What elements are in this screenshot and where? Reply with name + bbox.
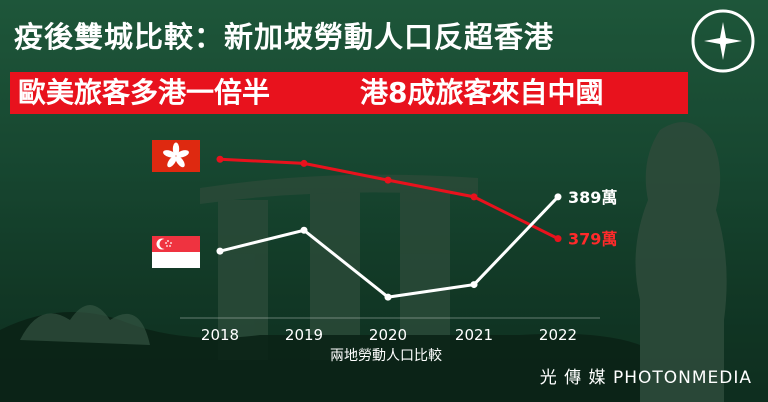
x-tick-label-2021: 2021 — [455, 326, 493, 344]
singapore-flag-icon — [152, 236, 200, 268]
end-label-sg: 389萬 — [568, 188, 617, 207]
data-point-sg-2020 — [384, 293, 392, 301]
hong-kong-flag-icon — [152, 140, 200, 172]
x-tick-label-2020: 2020 — [369, 326, 407, 344]
marina-bay-sands-silhouette — [200, 174, 478, 360]
brand-name: 光 傳 媒 PHOTONMEDIA — [539, 368, 752, 388]
data-point-hk-2021 — [470, 193, 478, 201]
data-point-sg-2019 — [300, 226, 308, 234]
merlion-silhouette — [635, 122, 727, 402]
subheadline-left: 歐美旅客多港一倍半 — [10, 72, 360, 114]
photonmedia-logo-icon — [691, 9, 755, 73]
data-point-sg-2022 — [554, 193, 562, 201]
x-tick-label-2019: 2019 — [285, 326, 323, 344]
data-point-sg-2018 — [216, 247, 224, 255]
data-point-sg-2021 — [470, 281, 478, 289]
data-point-hk-2018 — [216, 155, 224, 163]
x-tick-label-2022: 2022 — [539, 326, 577, 344]
data-point-hk-2022 — [554, 235, 562, 243]
headline: 疫後雙城比較：新加坡勞動人口反超香港 — [14, 20, 555, 54]
data-point-hk-2020 — [384, 176, 392, 184]
series-line-hk — [219, 157, 559, 240]
data-point-hk-2019 — [300, 159, 308, 167]
end-label-hk: 379萬 — [568, 230, 617, 249]
x-axis-label: 兩地勞動人口比較 — [330, 348, 442, 364]
x-tick-label-2018: 2018 — [201, 326, 239, 344]
subheadline-right: 港8成旅客來自中國 — [352, 72, 688, 114]
